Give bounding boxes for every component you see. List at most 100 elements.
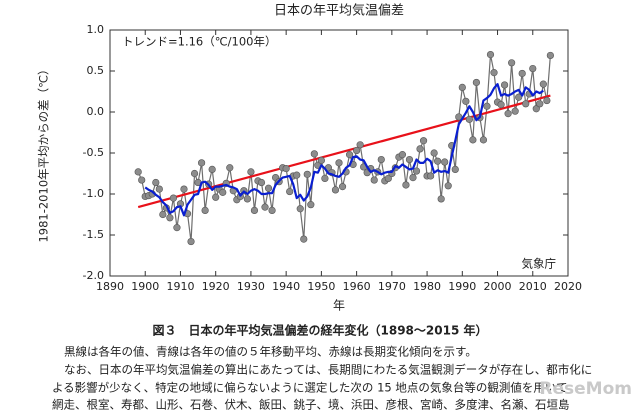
y-tick-label: 1.0 [87,23,105,36]
chart-title: 日本の年平均気温偏差 [274,3,404,19]
data-point [243,195,251,203]
data-point [356,141,364,149]
x-tick-label: 2010 [519,280,547,293]
y-tick-label: -1.5 [83,228,104,241]
data-point [250,206,259,214]
data-point [159,210,167,219]
data-point [212,193,220,201]
data-point [226,164,234,172]
data-point [539,80,547,88]
data-point [300,235,308,243]
data-point [384,174,392,183]
x-tick-label: 1930 [237,280,265,293]
data-point [458,83,466,91]
x-tick-label: 1940 [272,280,300,293]
figure-caption: 図３ 日本の年平均気温偏差の経年変化（1898～2015 年） [153,323,488,338]
data-point [201,206,209,214]
data-point [508,59,516,67]
data-point [500,81,509,89]
data-point [261,203,269,211]
x-tick-label: 2000 [484,280,512,293]
data-point [152,178,160,187]
data-point [511,107,519,115]
data-point [412,167,421,175]
data-point [310,150,318,158]
annual-line [137,54,551,243]
data-point [377,155,385,164]
x-tick-label: 1990 [448,280,476,293]
data-point [419,137,428,145]
y-tick-label: -1.0 [83,187,104,200]
data-point [169,194,178,202]
note-line: なお、日本の年平均気温偏差の算出にあたっては、長期間にわたる気温観測データが存在… [64,363,592,377]
data-point [472,78,481,87]
trend-line [137,94,551,209]
data-point [198,159,206,167]
y-tick-label: 0.0 [87,105,105,118]
data-point [296,205,304,213]
data-point [469,136,477,144]
data-point [504,110,512,118]
data-point [518,69,526,78]
data-point [497,101,505,109]
x-tick-label: 1890 [96,280,124,293]
x-tick-label: 1960 [343,280,371,293]
data-point [441,158,449,166]
data-point [303,170,311,178]
data-point [293,171,301,179]
note-line: 網走、根室、寿都、山形、石巻、伏木、飯田、銚子、境、浜田、彦根、宮崎、多度津、名… [52,398,570,412]
x-tick-label: 2020 [554,280,582,293]
data-point [427,172,435,180]
data-point [257,178,266,187]
data-point [430,149,438,157]
data-point [483,102,491,110]
data-point [370,176,378,184]
y-tick-label: -2.0 [83,269,104,282]
data-point [543,96,551,105]
data-point [338,183,347,191]
x-tick-label: 1980 [413,280,441,293]
moving-average-line [144,83,544,217]
data-point [321,174,329,183]
data-point [307,201,315,209]
data-point [173,224,181,232]
data-point [546,51,554,60]
x-tick-label: 1950 [307,280,335,293]
source-label: 気象庁 [522,257,557,271]
data-point [286,187,294,196]
data-point [335,159,343,167]
data-point [268,206,276,214]
data-point [486,50,495,59]
x-tick-label: 1970 [378,280,406,293]
x-tick-label: 1910 [166,280,194,293]
data-point [345,151,354,159]
note-line: よる影響が少なく、特定の地域に偏らないように選定した次の 15 地点の気象台等の… [52,381,568,395]
data-point [434,157,442,165]
data-point [219,188,227,196]
data-point [451,165,459,173]
data-point [405,155,414,164]
x-tick-label: 1900 [131,280,159,293]
data-point [536,100,544,108]
trend-annotation: トレンド=1.16（℃/100年） [122,35,276,49]
data-point [479,136,488,144]
data-point [416,145,424,153]
data-point [402,181,410,189]
data-point [187,237,195,246]
data-point [247,168,255,176]
data-point [317,156,325,164]
data-point [190,169,199,178]
data-point [264,184,273,192]
data-point [532,105,540,113]
data-point [155,185,163,193]
data-point [515,93,523,101]
watermark: ReseMom [539,379,632,399]
data-point [462,97,470,105]
data-point [134,168,142,176]
data-point [208,165,216,173]
data-point [490,69,498,77]
data-point [522,100,530,108]
data-point [353,146,361,155]
